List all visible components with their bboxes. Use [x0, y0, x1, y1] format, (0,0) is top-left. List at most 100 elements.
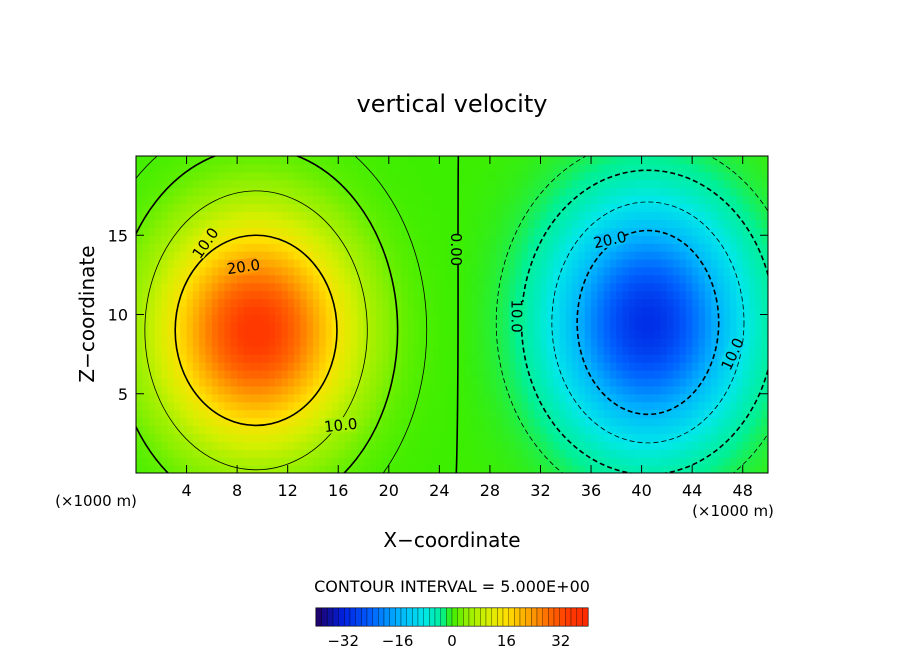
field-cell — [572, 409, 579, 419]
field-cell — [502, 314, 510, 324]
field-cell — [433, 179, 440, 189]
field-cell — [218, 195, 226, 205]
field-cell — [243, 203, 251, 213]
field-cell — [325, 306, 333, 316]
field-cell — [527, 203, 535, 213]
field-cell — [610, 417, 617, 427]
field-cell — [559, 449, 567, 458]
field-cell — [584, 401, 592, 411]
field-cell — [515, 330, 523, 339]
field-cell — [508, 163, 516, 173]
field-cell — [527, 156, 535, 165]
field-cell — [426, 274, 434, 284]
field-cell — [256, 243, 263, 252]
field-cell — [458, 417, 466, 427]
field-cell — [382, 314, 390, 324]
field-cell — [508, 433, 516, 442]
field-cell — [287, 211, 295, 221]
field-cell — [414, 274, 421, 284]
field-cell — [319, 441, 327, 450]
field-cell — [300, 282, 308, 292]
field-cell — [616, 425, 624, 434]
field-cell — [660, 354, 668, 363]
field-cell — [736, 163, 744, 173]
field-cell — [698, 314, 706, 324]
field-cell — [673, 425, 681, 434]
field-cell — [180, 409, 188, 419]
field-cell — [439, 251, 447, 260]
field-cell — [211, 156, 219, 165]
field-cell — [584, 385, 592, 395]
field-cell — [723, 235, 731, 244]
field-cell — [603, 195, 611, 205]
field-cell — [420, 163, 428, 173]
field-cell — [211, 417, 219, 427]
field-cell — [723, 377, 731, 387]
field-cell — [578, 322, 586, 331]
field-cell — [464, 171, 472, 181]
field-cell — [186, 441, 194, 450]
field-cell — [610, 457, 617, 466]
field-cell — [736, 449, 744, 458]
field-cell — [736, 179, 744, 189]
field-cell — [730, 219, 737, 228]
field-cell — [622, 433, 630, 442]
field-cell — [464, 393, 472, 403]
field-cell — [369, 235, 377, 244]
field-cell — [376, 401, 384, 411]
field-cell — [572, 465, 579, 473]
field-cell — [395, 227, 403, 236]
field-cell — [230, 425, 238, 434]
colorbar-segment — [536, 607, 543, 627]
field-cell — [553, 417, 561, 427]
field-cell — [357, 266, 365, 276]
field-cell — [559, 243, 567, 252]
field-cell — [414, 163, 421, 173]
field-cell — [369, 227, 377, 236]
field-cell — [736, 441, 744, 450]
field-cell — [641, 393, 649, 403]
field-cell — [237, 219, 245, 228]
field-cell — [673, 219, 681, 228]
field-cell — [736, 211, 744, 221]
field-cell — [452, 449, 459, 458]
field-cell — [692, 425, 700, 434]
field-cell — [572, 354, 579, 363]
y-tick-label: 10 — [108, 306, 128, 325]
field-cell — [325, 227, 333, 236]
field-cell — [761, 449, 768, 458]
field-cell — [508, 274, 516, 284]
field-cell — [477, 195, 485, 205]
field-cell — [546, 259, 554, 268]
field-cell — [508, 187, 516, 197]
field-cell — [610, 409, 617, 419]
field-cell — [685, 457, 693, 466]
field-cell — [654, 322, 662, 331]
field-cell — [666, 290, 674, 300]
field-cell — [401, 179, 409, 189]
field-cell — [268, 362, 276, 371]
field-cell — [673, 393, 681, 403]
field-cell — [445, 433, 453, 442]
field-cell — [414, 235, 421, 244]
field-cell — [610, 195, 617, 205]
field-cell — [704, 346, 712, 355]
field-cell — [628, 377, 636, 387]
field-cell — [414, 251, 421, 260]
field-cell — [477, 203, 485, 213]
field-cell — [603, 385, 611, 395]
field-cell — [426, 306, 434, 316]
field-cell — [755, 354, 763, 363]
field-cell — [173, 338, 181, 347]
field-cell — [553, 449, 561, 458]
field-cell — [527, 369, 535, 379]
field-cell — [395, 187, 403, 197]
field-cell — [673, 171, 681, 181]
field-cell — [382, 369, 390, 379]
field-cell — [186, 259, 194, 268]
field-cell — [401, 187, 409, 197]
field-cell — [470, 259, 478, 268]
field-cell — [281, 330, 289, 339]
field-cell — [148, 227, 156, 236]
field-cell — [331, 274, 339, 284]
